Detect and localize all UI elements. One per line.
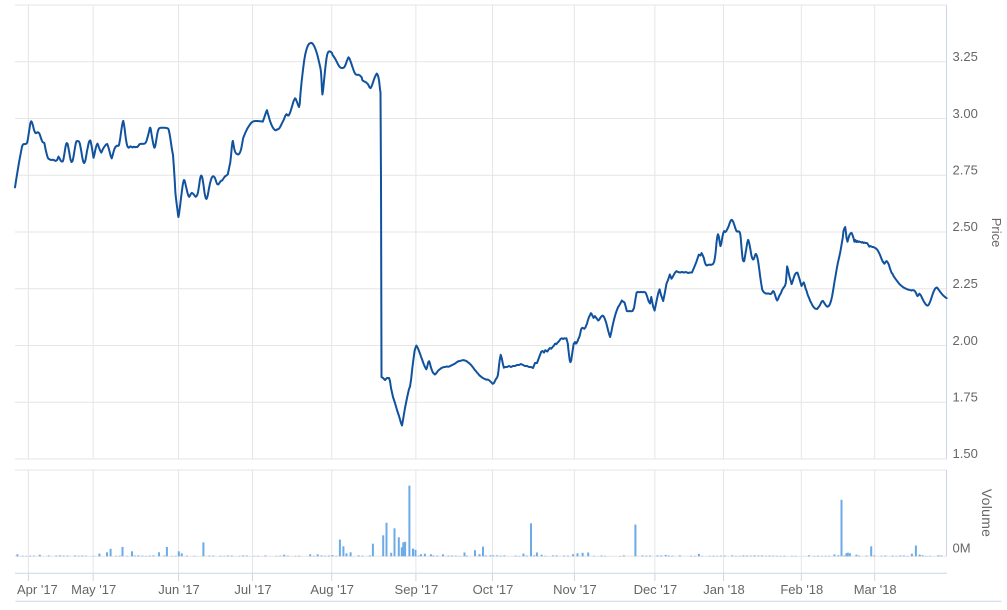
svg-text:3.25: 3.25: [953, 49, 978, 64]
svg-text:2.75: 2.75: [953, 163, 978, 178]
svg-text:2.00: 2.00: [953, 333, 978, 348]
svg-text:Jan '18: Jan '18: [703, 582, 745, 597]
svg-text:Dec '17: Dec '17: [634, 582, 678, 597]
svg-text:1.75: 1.75: [953, 390, 978, 405]
svg-text:Nov '17: Nov '17: [553, 582, 597, 597]
svg-text:Volume: Volume: [979, 489, 995, 538]
svg-text:1.50: 1.50: [953, 446, 978, 461]
svg-text:Price: Price: [989, 218, 1004, 248]
svg-text:Sep '17: Sep '17: [395, 582, 439, 597]
svg-text:Apr '17: Apr '17: [17, 582, 58, 597]
svg-text:3.00: 3.00: [953, 106, 978, 121]
svg-text:Oct '17: Oct '17: [473, 582, 514, 597]
svg-text:Feb '18: Feb '18: [780, 582, 823, 597]
svg-text:Jun '17: Jun '17: [158, 582, 200, 597]
svg-text:Jul '17: Jul '17: [234, 582, 271, 597]
svg-text:May '17: May '17: [71, 582, 116, 597]
svg-text:Aug '17: Aug '17: [310, 582, 354, 597]
svg-text:Mar '18: Mar '18: [854, 582, 897, 597]
svg-text:2.25: 2.25: [953, 276, 978, 291]
svg-text:0M: 0M: [953, 541, 971, 556]
svg-text:2.50: 2.50: [953, 219, 978, 234]
